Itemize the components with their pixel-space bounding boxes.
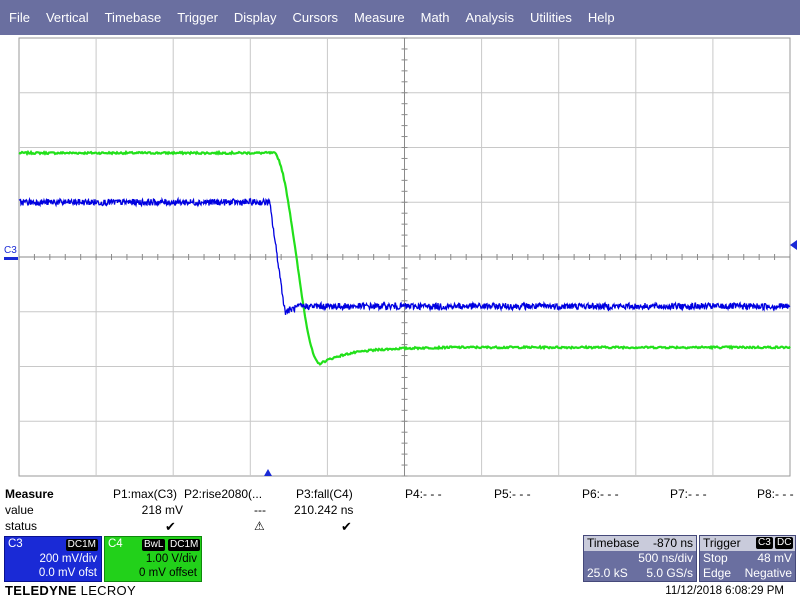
channel-c3-descriptor[interactable]: C3 DC1M 200 mV/div 0.0 mV ofst [4,536,102,582]
c3-label: C3 [8,538,23,550]
trace-c3-line [18,196,791,315]
menu-math[interactable]: Math [420,10,450,25]
measure-table: Measure P1:max(C3) P2:rise2080(... P3:fa… [0,487,800,537]
param-p5-name[interactable]: P5:- - - [494,487,531,501]
level-markers: C3 [4,240,797,476]
menu-file[interactable]: File [9,10,30,25]
datetime: 11/12/2018 6:08:29 PM [665,585,784,597]
measure-value-row: value 218 mV --- 210.242 ns [0,503,800,519]
timebase-header: Timebase -870 ns [584,536,696,551]
param-p3-name[interactable]: P3:fall(C4) [296,487,353,501]
param-p7-name[interactable]: P7:- - - [670,487,707,501]
param-p1-value: 218 mV [141,503,183,517]
trigger-type: Edge [703,566,732,580]
c4-offset: 0 mV offset [139,567,197,579]
menu-display[interactable]: Display [233,10,277,25]
param-p1-name[interactable]: P1:max(C3) [113,487,178,501]
measure-status-row: status ✔ ⚠ ✔ [0,519,800,535]
timebase-title: Timebase [587,536,640,550]
menu-bar: File Vertical Timebase Trigger Display C… [0,0,800,35]
menu-vertical[interactable]: Vertical [45,10,89,25]
trigger-descriptor[interactable]: Trigger C3 DC Stop 48 mV Edge Negative [699,535,796,582]
measure-title[interactable]: Measure [5,487,54,501]
menu-utilities[interactable]: Utilities [529,10,572,25]
trigger-slope: Negative [744,566,792,580]
param-p3-value: 210.242 ns [294,503,354,517]
trigger-mode: Stop [703,551,728,565]
trigger-coupling-tag: DC [775,537,794,549]
trigger-level: 48 mV [757,551,792,565]
trigger-source-tag: C3 [756,537,773,549]
menu-help[interactable]: Help [587,10,615,25]
param-p2-name[interactable]: P2:rise2080(... [184,487,263,501]
c3-level-label: C3 [4,245,17,256]
menu-cursors[interactable]: Cursors [292,10,339,25]
trigger-position-marker[interactable] [264,469,272,476]
teledyne-lecroy-logo: TELEDYNE LECROY [5,583,136,598]
timebase-time-per-div: 500 ns/div [638,551,693,565]
trace-c3 [18,196,791,315]
p2-status-warning-icon: ⚠ [254,519,265,533]
timebase-delay: -870 ns [652,536,693,550]
c3-level-marker[interactable] [4,257,18,260]
trace-c4-line [18,149,791,366]
trigger-title: Trigger [703,536,741,550]
c4-coupling-tag: DC1M [168,539,201,551]
c3-volts-per-div: 200 mV/div [39,553,97,565]
brand-light: LECROY [80,583,136,598]
trigger-level-marker[interactable] [790,240,797,250]
c4-volts-per-div: 1.00 V/div [145,553,197,565]
c4-label: C4 [108,538,123,550]
param-p6-name[interactable]: P6:- - - [582,487,619,501]
c3-offset: 0.0 mV ofst [38,567,97,579]
status-row-label: status [5,519,38,533]
brand-bold: TELEDYNE [5,583,77,598]
p3-status-check-icon: ✔ [341,519,352,534]
menu-timebase[interactable]: Timebase [104,10,162,25]
param-p8-name[interactable]: P8:- - - [757,487,794,501]
p1-status-check-icon: ✔ [165,519,176,534]
c4-bwlimit-tag: BwL [142,539,166,551]
waveform-canvas[interactable]: C3 [0,35,800,479]
menu-trigger[interactable]: Trigger [177,10,218,25]
param-p4-name[interactable]: P4:- - - [405,487,442,501]
param-p2-value: --- [254,503,266,517]
value-row-label: value [5,503,34,517]
menu-measure[interactable]: Measure [354,10,405,25]
timebase-sample-rate: 5.0 GS/s [646,566,693,580]
waveform-display[interactable]: C3 [0,35,800,479]
c3-coupling-tag: DC1M [65,539,98,551]
timebase-descriptor[interactable]: Timebase -870 ns 500 ns/div 25.0 kS 5.0 … [583,535,697,582]
measure-header-row: Measure P1:max(C3) P2:rise2080(... P3:fa… [0,487,800,503]
timebase-samples: 25.0 kS [587,566,628,580]
trigger-header: Trigger C3 DC [700,536,795,551]
trace-c4 [18,149,791,366]
channel-c4-descriptor[interactable]: C4 BwL DC1M 1.00 V/div 0 mV offset [104,536,202,582]
grid [18,37,791,477]
menu-analysis[interactable]: Analysis [465,10,514,25]
